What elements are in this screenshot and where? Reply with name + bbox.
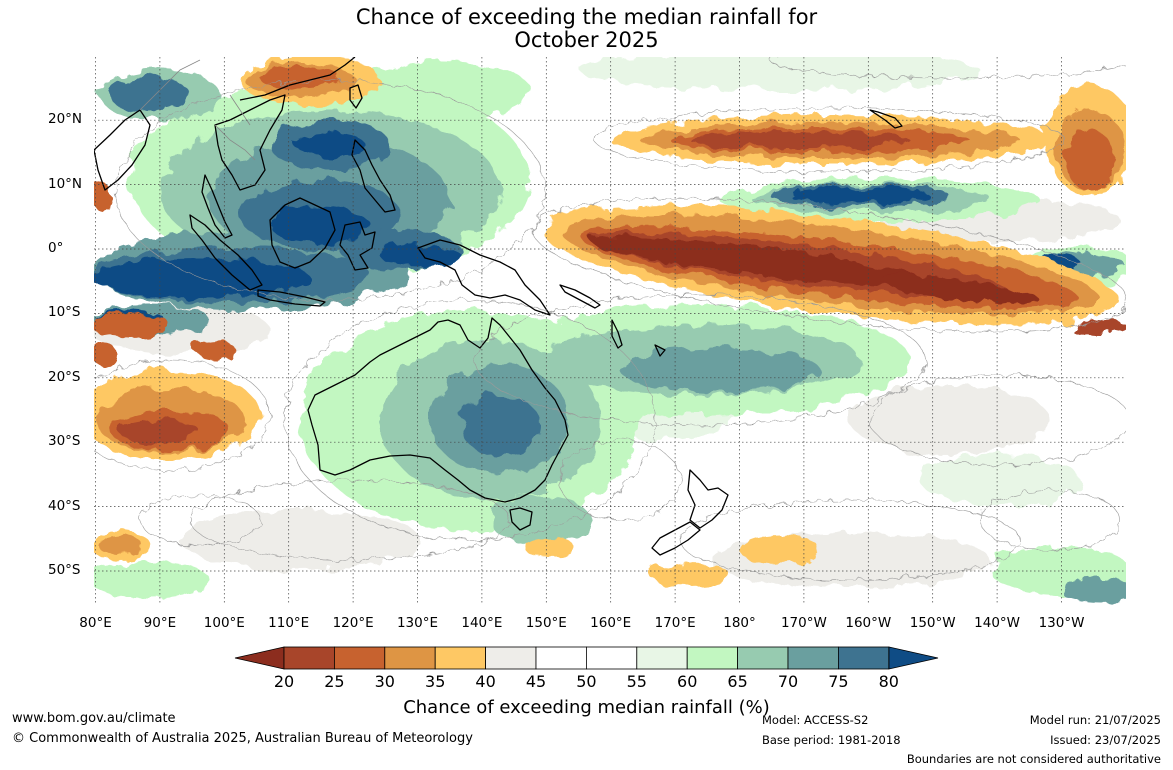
lon-label: 180° [723,615,756,631]
lon-label: 80°E [79,615,112,631]
colorbar-cell [485,646,537,670]
new-guinea-coastline [417,239,551,316]
china-coast [239,57,356,101]
colorbar-tick-label: 25 [324,672,345,691]
lat-label: 40°S [48,497,81,514]
colorbar-tick-label: 65 [727,672,748,691]
colorbar-cell [787,646,839,670]
lat-label: 20°S [48,368,81,385]
lon-label: 160°W [845,615,892,631]
indochina-coastline [214,94,286,191]
website-link[interactable]: www.bom.gov.au/climate [12,711,176,726]
colorbar-tick-label: 20 [273,672,295,691]
graticule [94,57,1126,605]
philippines-coastline [351,139,396,213]
colorbar-tick-label: 30 [374,672,395,691]
vanuatu-islands [611,319,623,349]
colorbar-tick-label: 45 [525,672,547,691]
colorbar-cell [636,646,688,670]
lon-label: 150°W [909,615,956,631]
colorbar-title: Chance of exceeding median rainfall (%) [403,697,770,718]
sulawesi-coastline [339,221,376,271]
colorbar-over-arrow [888,646,939,670]
lon-label: 90°E [143,615,177,631]
malay-peninsula-coastline [201,174,233,239]
lon-label: 110°E [268,615,310,631]
issued-text: Issued: 23/07/2025 [1050,733,1161,747]
lon-label: 130°W [1038,615,1085,631]
colorbar-cell [333,646,386,670]
model-text: Model: ACCESS-S2 [762,713,869,727]
colorbar-tick-label: 80 [878,672,899,691]
colorbar [234,646,939,670]
map-title-line1: Chance of exceeding the median rainfall … [355,5,818,29]
map-title-line2: October 2025 [514,28,659,52]
contour-lines [94,57,1126,581]
australia-coastline [307,317,569,503]
india-coastline [94,109,151,191]
lon-label: 120°E [332,615,374,631]
colorbar-tick-label: 55 [626,672,647,691]
lon-label: 170°E [654,615,696,631]
lon-label: 140°E [461,615,503,631]
lat-label: 0° [48,240,64,256]
hawaii-islands [869,109,903,129]
lat-label: 20°N [48,111,83,128]
rainfall-field [94,57,1126,605]
colorbar-cell [283,646,335,670]
lon-label: 150°E [525,615,567,631]
sumatra-coastline [189,214,263,291]
lon-label: 160°E [590,615,632,631]
colorbar-cell [384,646,436,670]
colorbar-cell [838,646,890,670]
lon-label: 170°W [780,615,827,631]
colorbar-tick-label: 70 [777,672,799,691]
colorbar-under-arrow [234,646,285,670]
colorbar-cell [686,646,739,670]
lat-label: 30°S [48,433,81,450]
colorbar-cell [535,646,587,670]
solomon-islands [559,284,601,309]
lat-label: 50°S [48,562,81,578]
colorbar-tick-label: 50 [576,672,597,691]
lon-label: 100°E [203,615,245,631]
new-zealand-north-coastline [687,469,729,529]
java-coastline [257,289,326,307]
lon-label: 130°E [396,615,439,631]
colorbar-tick-label: 35 [425,672,446,691]
colorbar-tick-label: 60 [677,672,698,691]
lon-label: 140°W [974,615,1021,631]
disclaimer-text: Boundaries are not considered authoritat… [906,752,1161,766]
colorbar-cell [586,646,638,670]
borneo-coastline [269,197,336,269]
copyright-text: © Commonwealth of Australia 2025, Austra… [12,731,473,746]
colorbar-cell [434,646,487,670]
tasmania-coastline [509,507,533,531]
colorbar-tick-label: 40 [475,672,496,691]
lat-label: 10°S [48,304,81,321]
new-zealand-south-coastline [651,521,701,556]
model-run-text: Model run: 21/07/2025 [1029,713,1161,727]
coastlines [94,57,903,556]
base-period-text: Base period: 1981-2018 [762,733,901,747]
colorbar-cell [737,646,789,670]
taiwan-coastline [349,84,363,109]
fiji-islands [654,344,666,357]
colorbar-tick-label: 75 [828,672,849,691]
lat-label: 10°N [48,175,83,192]
